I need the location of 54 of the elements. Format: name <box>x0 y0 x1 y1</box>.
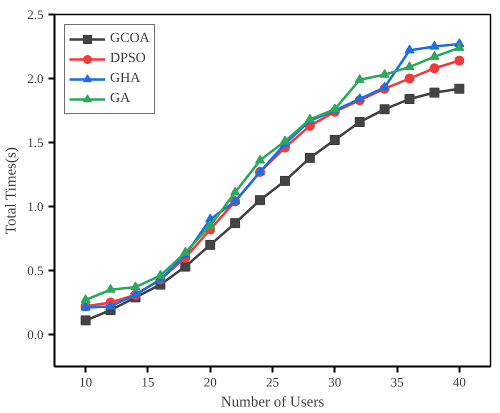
point <box>155 270 166 279</box>
y-axis-title: Total Times(s) <box>3 147 20 234</box>
point <box>80 315 91 326</box>
point <box>330 134 340 145</box>
x-tick-label: 40 <box>452 374 466 390</box>
legend-label: GA <box>110 91 130 107</box>
x-tick-label: 10 <box>79 374 92 390</box>
point <box>130 281 140 290</box>
point <box>230 218 240 228</box>
point <box>380 104 390 114</box>
y-tick-label: 1.5 <box>27 135 44 150</box>
x-tick-label: 15 <box>141 374 154 390</box>
point <box>354 93 365 102</box>
point <box>429 88 440 98</box>
point <box>205 240 216 250</box>
legend-label: GHA <box>110 71 140 87</box>
x-tick-label: 25 <box>266 374 279 390</box>
point <box>454 84 464 94</box>
x-axis-title: Number of Users <box>220 394 324 410</box>
legend-label: GCOA <box>110 31 150 47</box>
x-tick-label: 20 <box>204 374 217 390</box>
point <box>180 262 190 272</box>
point <box>280 176 290 186</box>
y-tick-label: 0.0 <box>27 327 44 342</box>
point <box>80 294 91 304</box>
y-tick-label: 2.5 <box>27 7 44 22</box>
point <box>404 94 415 104</box>
point <box>454 56 464 66</box>
point <box>429 51 440 60</box>
point <box>205 220 216 229</box>
point <box>280 136 290 144</box>
point <box>255 195 266 206</box>
point <box>429 40 440 50</box>
point <box>354 74 365 83</box>
point <box>255 154 266 164</box>
point <box>380 68 390 78</box>
x-tick-label: 30 <box>328 374 342 390</box>
x-tick-label: 35 <box>390 374 404 390</box>
point <box>106 284 116 293</box>
point <box>380 82 390 91</box>
point <box>304 152 315 163</box>
point <box>404 74 415 84</box>
y-tick-label: 0.5 <box>27 263 44 278</box>
point <box>180 246 190 256</box>
point <box>404 44 415 54</box>
point <box>230 186 240 196</box>
point <box>404 61 415 70</box>
point <box>354 117 365 128</box>
point <box>106 300 116 310</box>
legend-label: DPSO <box>110 51 146 67</box>
point <box>454 42 464 51</box>
y-tick-label: 2.0 <box>27 71 44 86</box>
y-tick-label: 1.0 <box>27 199 44 214</box>
point <box>429 63 440 74</box>
